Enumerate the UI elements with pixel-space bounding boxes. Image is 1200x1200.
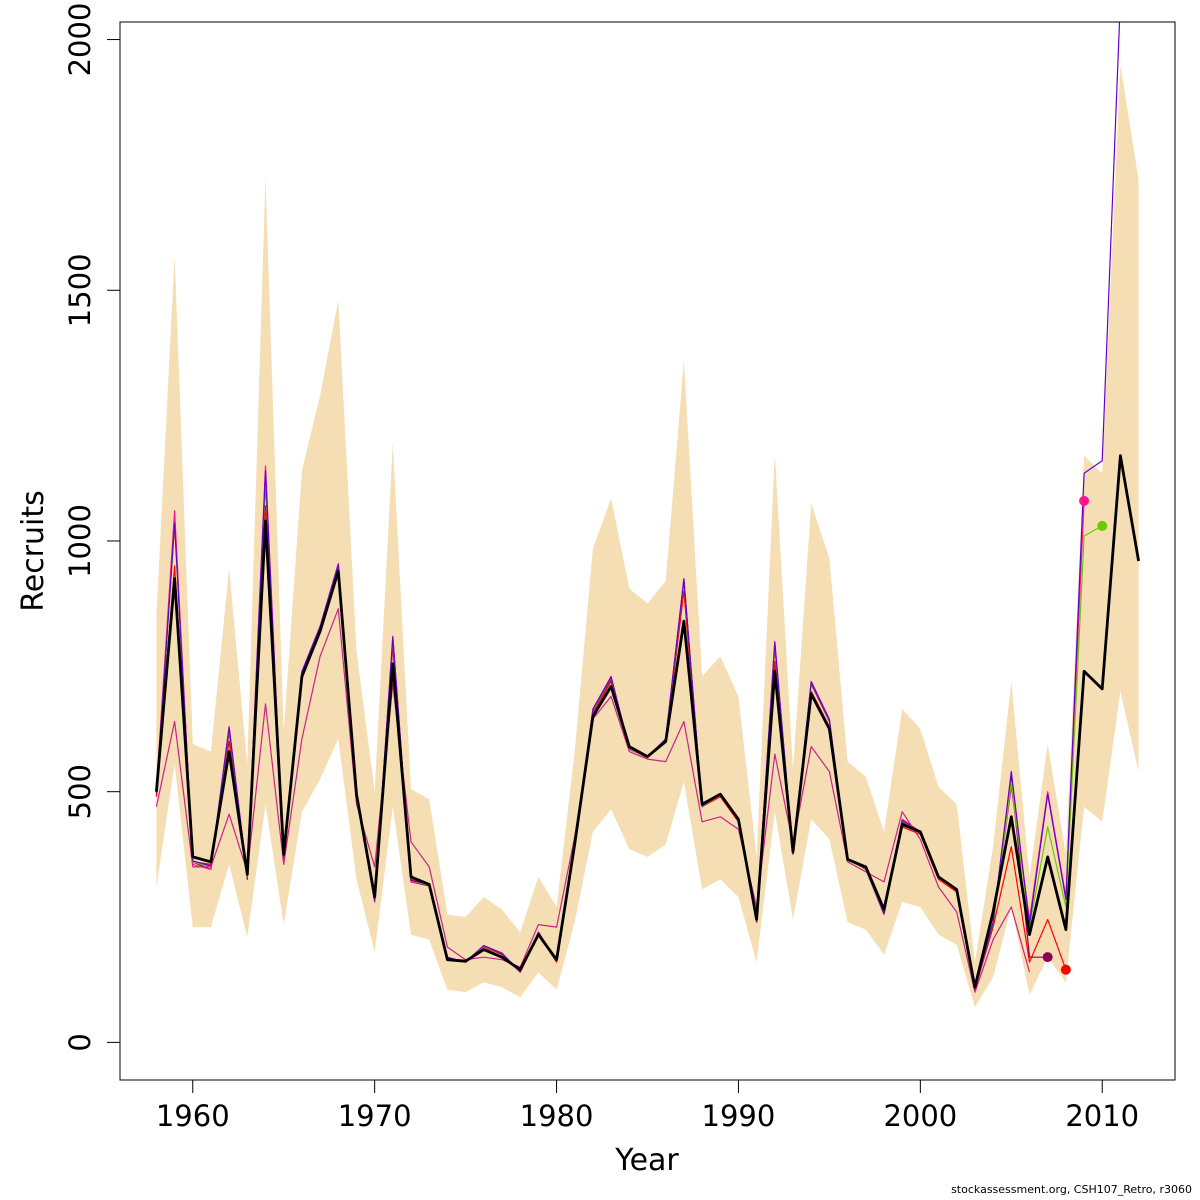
y-tick-label: 2000 (63, 3, 97, 77)
footer-credit: stockassessment.org, CSH107_Retro, r3060 (951, 1183, 1192, 1196)
x-tick-label: 1970 (338, 1099, 412, 1133)
plot-area (155, 22, 1140, 1008)
y-axis: 0 500 1000 1500 2000 (63, 3, 121, 1052)
y-tick-label: 1000 (63, 504, 97, 578)
x-tick-label: 2010 (1065, 1099, 1139, 1133)
end-point-3 (1079, 495, 1090, 506)
y-tick-label: 1500 (63, 253, 97, 327)
y-axis-title: Recruits (16, 490, 51, 612)
x-tick-label: 1990 (702, 1099, 776, 1133)
end-points (1042, 495, 1108, 975)
end-point-2 (1060, 964, 1071, 975)
confidence-band (156, 64, 1139, 1008)
main-series-line (155, 454, 1140, 989)
y-tick-label: 0 (63, 1033, 97, 1051)
x-axis-title: Year (614, 1143, 679, 1178)
x-tick-label: 2000 (883, 1099, 957, 1133)
series-lines (155, 22, 1140, 993)
y-tick-label: 500 (63, 764, 97, 819)
x-axis: 1960 1970 1980 1990 2000 2010 (156, 1079, 1139, 1133)
x-tick-label: 1980 (520, 1099, 594, 1133)
end-point-1 (1042, 952, 1053, 963)
x-tick-label: 1960 (156, 1099, 230, 1133)
end-point-4 (1097, 520, 1108, 531)
